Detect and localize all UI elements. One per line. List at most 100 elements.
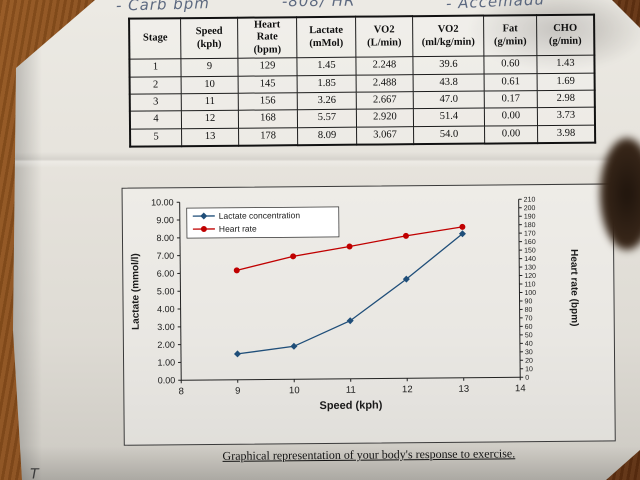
dark-object — [600, 138, 640, 250]
svg-text:1.00: 1.00 — [157, 357, 175, 367]
table-cell: 11 — [181, 93, 239, 111]
table-cell: 145 — [238, 75, 298, 94]
series-diamond — [237, 233, 463, 355]
table-cell: 3.067 — [356, 126, 414, 145]
table-cell: 0.00 — [484, 107, 538, 126]
handwritten-note-center: -808/ HR — [281, 0, 356, 11]
exercise-chart-box: 8 9 10 11 12 13 14 0.00 1.00 2.00 3.00 4.00 5.00 6.00… — [121, 183, 616, 446]
exercise-results-table: Stage Speed (kph) Heart Rate (bpm) Lactate (mMo… — [128, 13, 597, 148]
svg-text:90: 90 — [525, 298, 533, 305]
svg-text:14: 14 — [515, 383, 526, 394]
table-cell: 168 — [238, 109, 298, 128]
svg-text:70: 70 — [525, 315, 533, 322]
svg-text:6.00: 6.00 — [157, 268, 175, 278]
svg-text:13: 13 — [458, 384, 469, 395]
svg-text:12: 12 — [402, 384, 413, 395]
table-cell: 51.4 — [413, 108, 485, 127]
table-cell: 1.69 — [537, 72, 595, 91]
svg-text:8.00: 8.00 — [156, 233, 174, 243]
table-cell: 3 — [129, 93, 182, 112]
table-cell: 2.667 — [356, 91, 414, 110]
svg-text:4.00: 4.00 — [157, 304, 175, 314]
chart-legend — [186, 206, 340, 239]
svg-text:9: 9 — [235, 386, 240, 397]
svg-text:170: 170 — [524, 231, 536, 238]
handwritten-note-left: - Carb bpm — [115, 0, 211, 15]
table-header-cell: Heart Rate (bpm) — [237, 17, 297, 59]
svg-text:Lactate concentration: Lactate concentration — [219, 210, 301, 221]
table-cell: 2.920 — [356, 108, 414, 127]
table-cell: 3.73 — [537, 107, 596, 126]
paper-bottom-shadow — [13, 446, 640, 480]
svg-text:80: 80 — [525, 307, 533, 314]
handwritten-note-bottom: T — [29, 466, 39, 480]
svg-text:11: 11 — [346, 385, 356, 396]
table-cell: 1.43 — [536, 55, 595, 74]
svg-text:190: 190 — [524, 214, 536, 221]
handwritten-note-right: - Accemadu — [445, 0, 546, 13]
table-header-cell: Speed (kph) — [180, 17, 238, 59]
svg-text:9.00: 9.00 — [156, 215, 174, 225]
table-cell: 156 — [238, 92, 298, 111]
table-cell: 54.0 — [413, 125, 485, 145]
table-row: 5 13 178 8.09 3.067 54.0 0.00 3.98 — [130, 124, 596, 147]
svg-text:0: 0 — [525, 375, 529, 382]
table-cell: 10 — [181, 75, 239, 94]
table-cell: 3.98 — [537, 124, 596, 144]
table-cell: 5.57 — [297, 109, 357, 128]
svg-text:150: 150 — [524, 247, 536, 254]
svg-text:Lactate (mmol/l): Lactate (mmol/l) — [130, 253, 142, 330]
table-cell: 2.248 — [355, 56, 414, 75]
table-cell: 178 — [238, 127, 298, 146]
table-cell: 2.98 — [537, 89, 595, 108]
svg-text:2.00: 2.00 — [157, 340, 175, 350]
table-cell: 5 — [130, 128, 182, 147]
table-cell: 3.26 — [297, 92, 357, 110]
paper-smudge — [468, 0, 640, 72]
table-cell: 9 — [180, 58, 239, 77]
table-cell: 0.60 — [483, 55, 538, 74]
table-header-cell: VO2 (L/min) — [355, 16, 413, 58]
svg-text:Heart rate (bpm): Heart rate (bpm) — [568, 249, 580, 326]
table-cell: 0.00 — [484, 125, 538, 144]
svg-text:40: 40 — [525, 341, 533, 348]
table-header-row: Stage Speed (kph) Heart Rate (bpm) Lactate (mMo… — [129, 14, 595, 60]
paper-crease — [14, 152, 640, 168]
table-cell: 8.09 — [297, 126, 357, 146]
svg-text:20: 20 — [525, 358, 533, 365]
table-cell: 0.17 — [484, 90, 538, 109]
table-cell: 2.488 — [356, 74, 414, 93]
table-cell: 2 — [129, 76, 182, 95]
table-cell: 0.61 — [484, 73, 538, 91]
svg-text:10.00: 10.00 — [151, 197, 174, 207]
table-cell: 1 — [129, 58, 182, 77]
svg-text:130: 130 — [524, 264, 536, 271]
table-header-cell: CHO (g/min) — [536, 14, 595, 56]
svg-text:30: 30 — [525, 349, 533, 356]
table-cell: 12 — [181, 110, 239, 129]
svg-text:210: 210 — [524, 197, 536, 204]
table-cell: 47.0 — [413, 90, 485, 109]
svg-text:8: 8 — [179, 386, 184, 397]
svg-text:180: 180 — [524, 222, 536, 229]
table-header-cell: VO2 (ml/kg/min) — [412, 15, 484, 57]
table-cell: 1.45 — [296, 57, 357, 76]
table-cell: 1.85 — [297, 74, 357, 93]
svg-text:10: 10 — [289, 385, 300, 396]
svg-text:160: 160 — [524, 239, 536, 246]
chart-caption: Graphical representation of your body's … — [222, 446, 516, 463]
svg-text:120: 120 — [524, 273, 536, 280]
svg-text:7.00: 7.00 — [157, 251, 175, 261]
table-header-cell: Fat (g/min) — [483, 15, 537, 57]
table-cell: 39.6 — [412, 56, 485, 75]
table-header-cell: Stage — [129, 18, 181, 60]
svg-text:60: 60 — [525, 324, 533, 331]
table-cell: 13 — [181, 127, 239, 147]
exercise-chart: 8 9 10 11 12 13 14 0.00 1.00 2.00 3.00 4.00 5.00 6.00… — [130, 197, 580, 412]
table-header-cell: Lactate (mMol) — [296, 16, 356, 58]
svg-text:200: 200 — [524, 205, 536, 212]
svg-text:5.00: 5.00 — [157, 286, 175, 296]
svg-text:Speed (kph): Speed (kph) — [319, 399, 382, 412]
